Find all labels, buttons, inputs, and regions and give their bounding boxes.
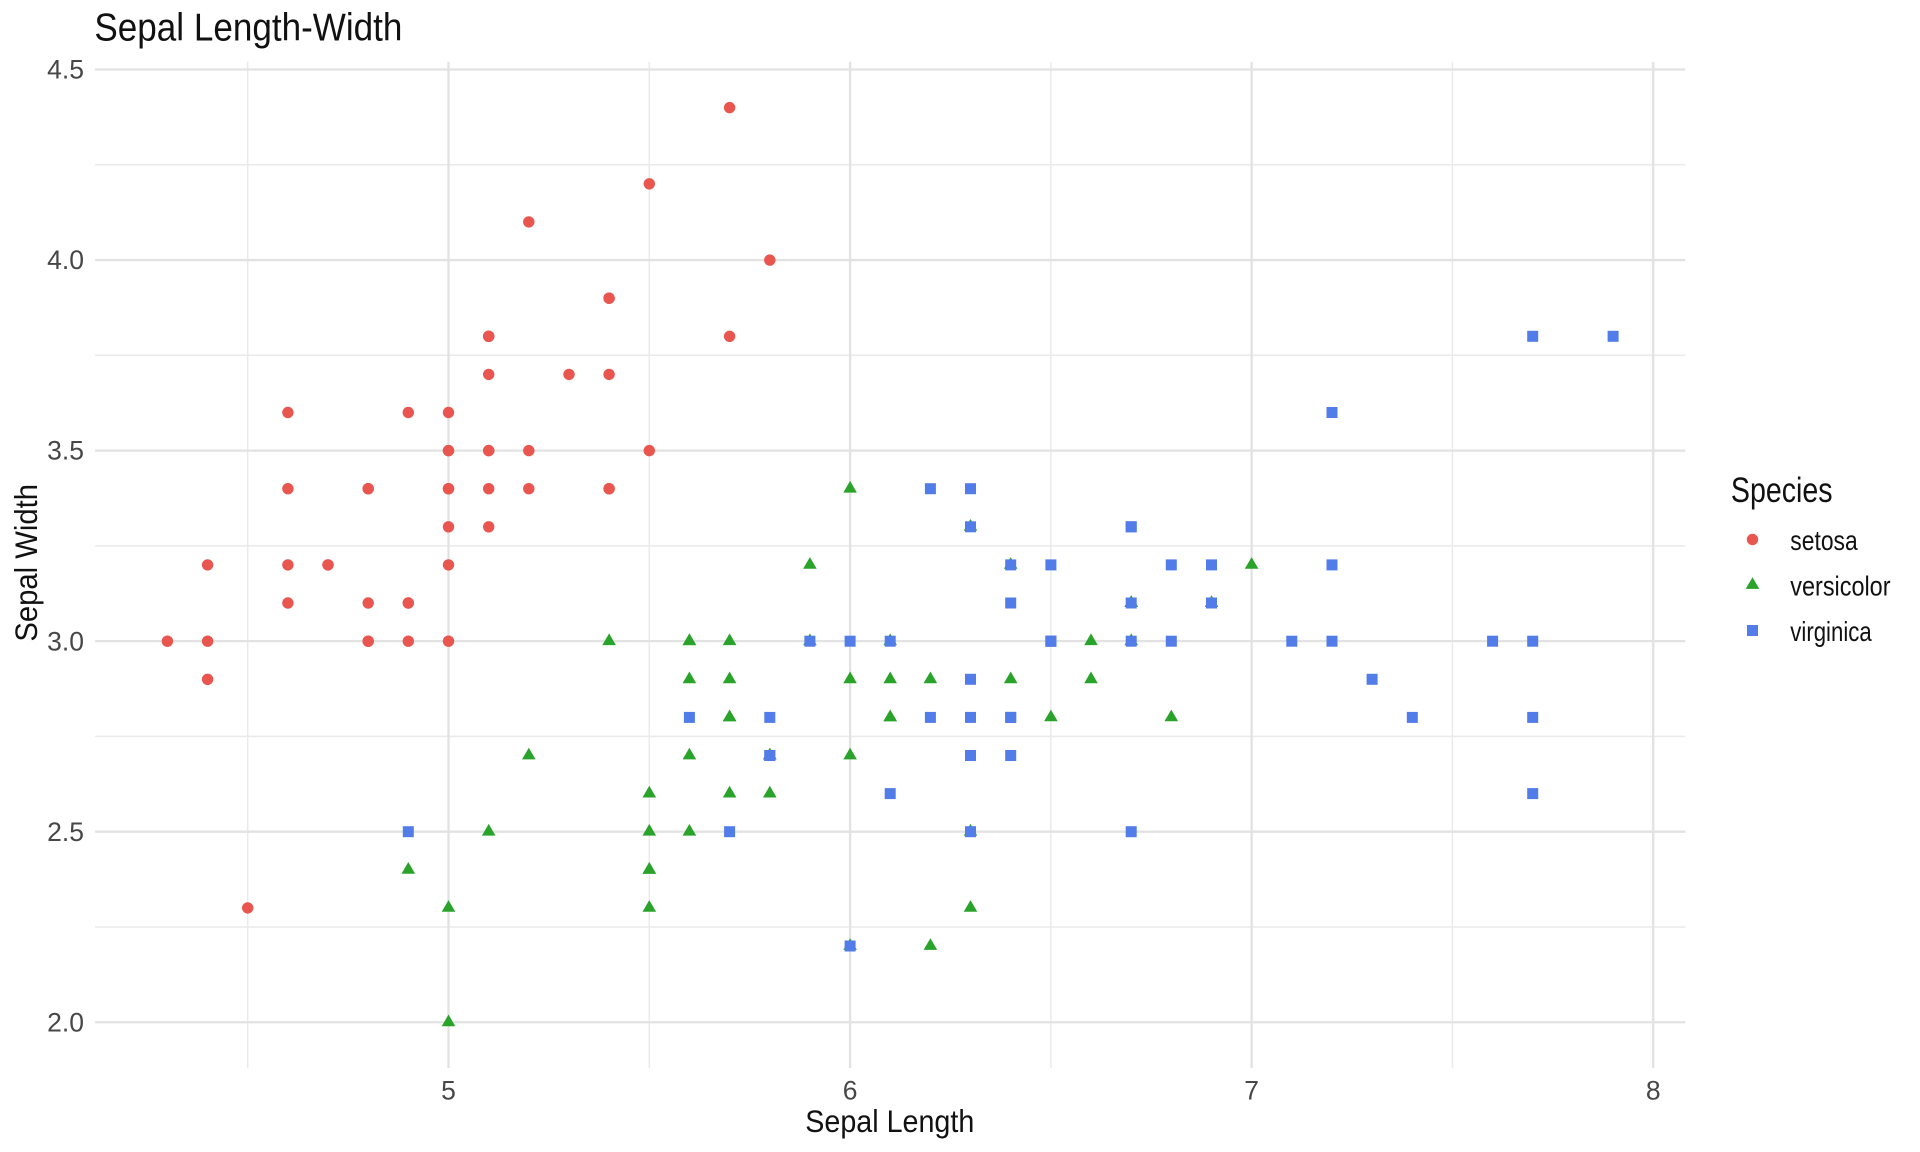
svg-text:7: 7	[1244, 1075, 1259, 1105]
svg-text:8: 8	[1646, 1075, 1661, 1105]
svg-text:virginica: virginica	[1790, 616, 1872, 647]
svg-text:5: 5	[441, 1075, 456, 1105]
svg-text:2.5: 2.5	[47, 817, 84, 847]
svg-text:Sepal Length: Sepal Length	[805, 1103, 974, 1139]
svg-text:setosa: setosa	[1790, 525, 1858, 556]
svg-text:Sepal Width: Sepal Width	[8, 484, 44, 642]
svg-text:Sepal Length-Width: Sepal Length-Width	[94, 7, 402, 50]
svg-text:Species: Species	[1731, 471, 1833, 510]
svg-text:4.0: 4.0	[47, 245, 84, 275]
svg-text:3.5: 3.5	[47, 436, 84, 466]
svg-text:3.0: 3.0	[47, 626, 84, 656]
svg-text:6: 6	[843, 1075, 858, 1105]
svg-text:versicolor: versicolor	[1790, 571, 1890, 602]
svg-text:4.5: 4.5	[47, 55, 84, 85]
svg-text:2.0: 2.0	[47, 1007, 84, 1037]
